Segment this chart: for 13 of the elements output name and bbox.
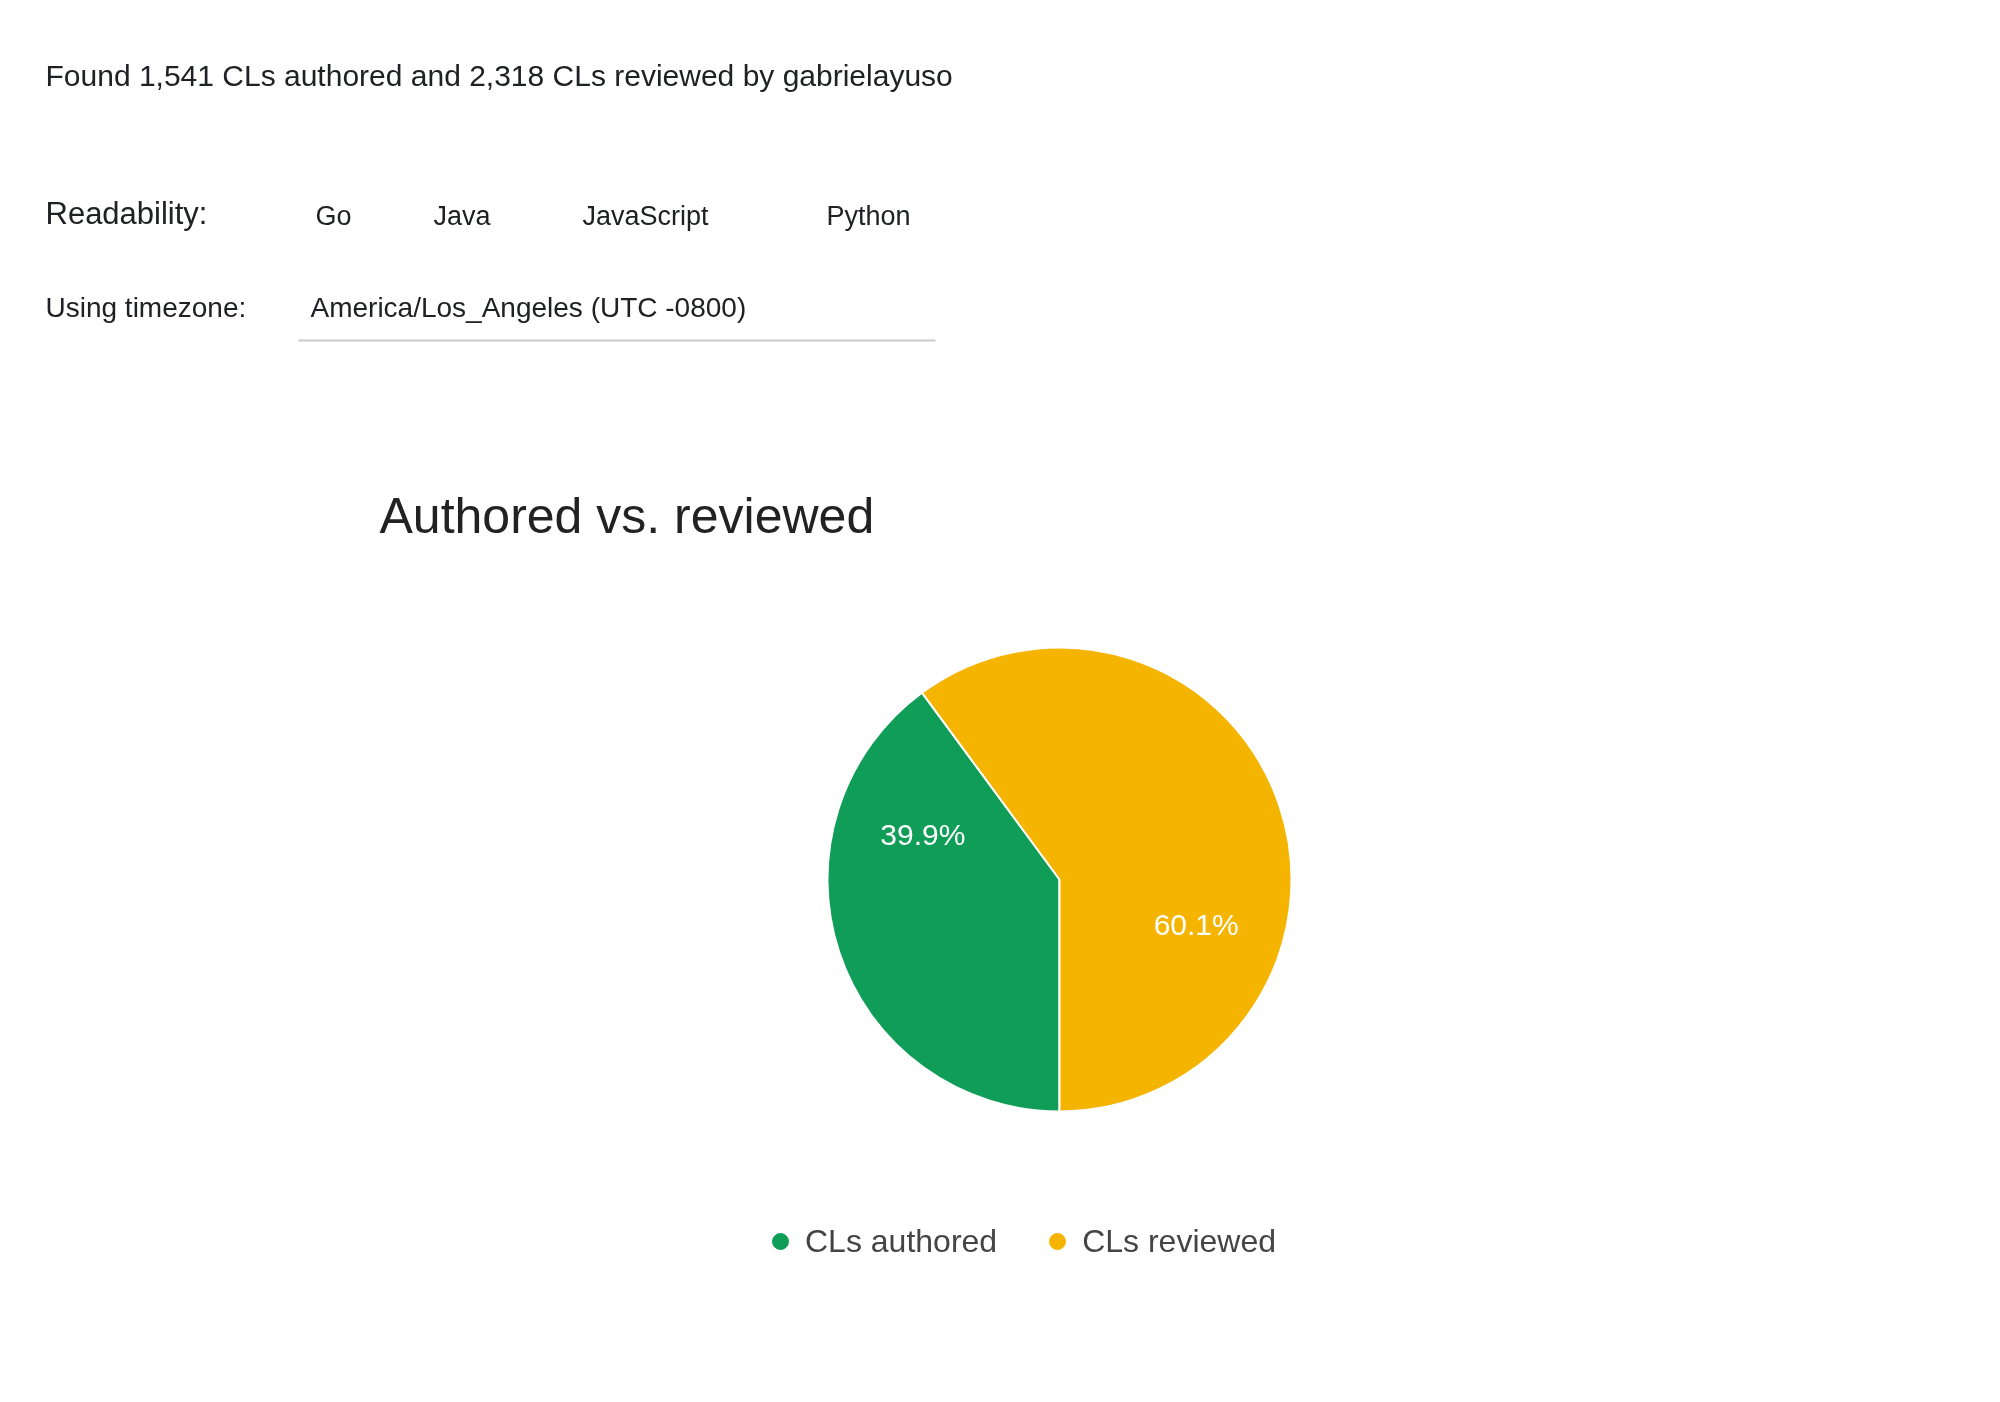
text: Java (433, 200, 492, 231)
text: JavaScript (582, 200, 710, 231)
text: Python (826, 200, 911, 231)
text: Readability: (45, 196, 208, 231)
data-label: 60.1% (1153, 907, 1239, 941)
chart-title: Authored vs. reviewed (379, 487, 875, 544)
text: Using timezone: (45, 292, 247, 323)
legend-label: CLs reviewed (1082, 1222, 1276, 1260)
data-label: 39.9% (880, 818, 966, 852)
text: Found 1,541 CLs authored and 2,318 CLs reviewed by gabrielayuso (45, 59, 953, 92)
text: America/Los_Angeles (UTC -0800) (310, 292, 747, 323)
text: Go (315, 200, 352, 231)
legend-label: CLs authored (805, 1222, 998, 1260)
